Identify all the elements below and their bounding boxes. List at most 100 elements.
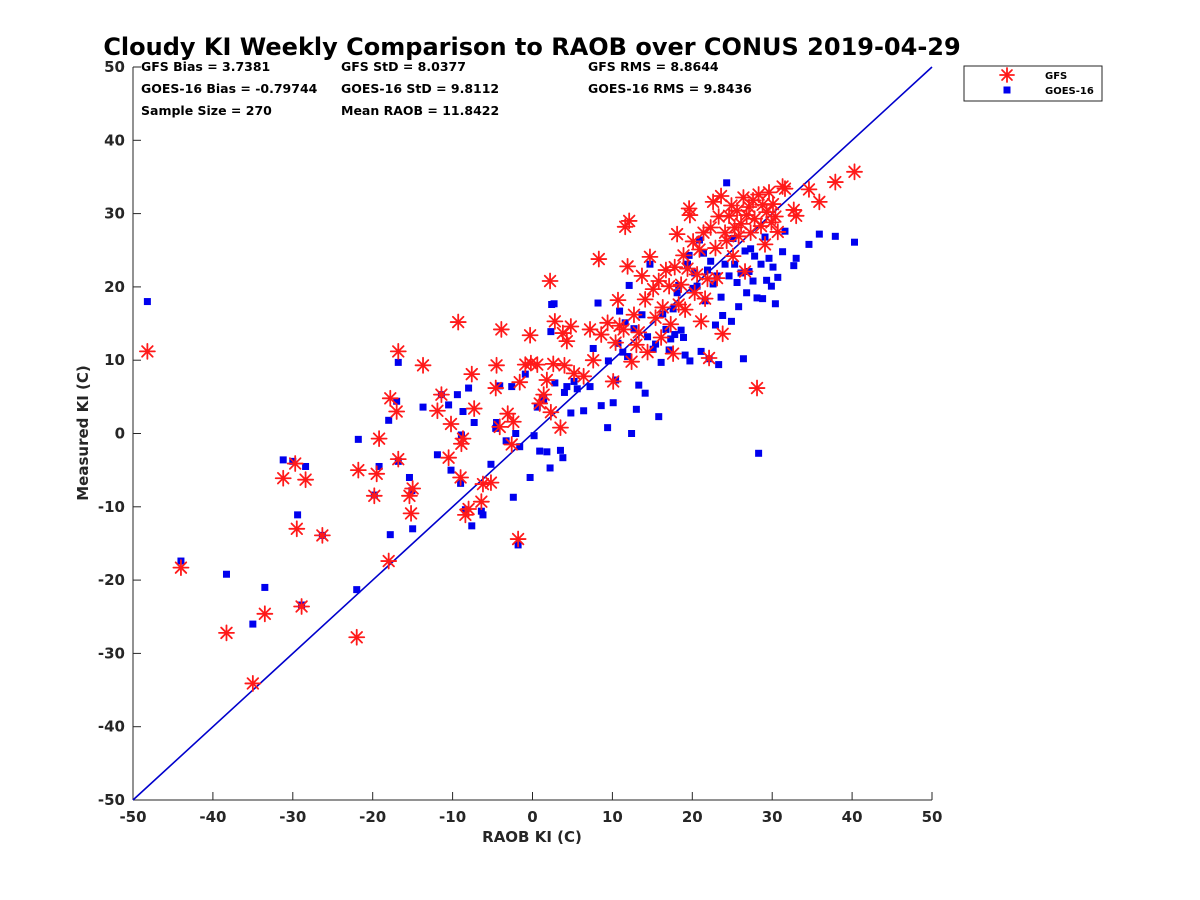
goes16-point — [375, 462, 383, 470]
goes16-point — [468, 522, 476, 530]
goes16-point — [477, 507, 485, 515]
x-tick-label: 0 — [527, 808, 537, 826]
goes16-point — [725, 272, 733, 280]
gfs-point — [639, 343, 656, 361]
stat-gfs-std: GFS StD = 8.0377 — [341, 59, 466, 74]
goes16-point — [641, 389, 649, 397]
goes16-point — [586, 383, 594, 391]
gfs-point — [544, 355, 562, 373]
gfs-point — [647, 309, 664, 327]
goes16-point — [652, 340, 660, 348]
x-tick-label: -50 — [119, 808, 146, 826]
goes16-point — [509, 493, 517, 501]
goes16-point — [715, 361, 723, 369]
gfs-point — [630, 323, 648, 341]
goes16-point — [385, 416, 393, 424]
gfs-point — [604, 373, 622, 390]
gfs-point — [664, 345, 682, 363]
goes16-point — [302, 462, 310, 470]
gfs-point — [846, 163, 863, 181]
goes16-point — [604, 424, 612, 432]
gfs-point — [652, 329, 670, 346]
gfs-point — [691, 241, 708, 258]
gfs-point — [562, 318, 580, 335]
goes16-point — [753, 294, 761, 302]
gfs-point — [736, 263, 754, 280]
goes16-point — [743, 289, 751, 297]
gfs-point — [623, 353, 640, 371]
goes16-point — [393, 397, 401, 405]
y-axis-label: Measured KI (C) — [74, 365, 92, 501]
gfs-point — [552, 419, 569, 437]
goes16-point — [479, 511, 487, 519]
x-tick-label: 30 — [762, 808, 783, 826]
goes16-point — [749, 277, 757, 285]
gfs-point — [684, 233, 702, 250]
goes16-point — [805, 240, 813, 248]
goes16-point — [516, 443, 524, 451]
gfs-point — [138, 343, 156, 360]
goes16-point — [560, 388, 568, 396]
gfs-point — [488, 356, 505, 374]
gfs-point — [546, 312, 564, 330]
goes16-point — [354, 435, 362, 443]
goes16-point — [644, 333, 652, 341]
gfs-point — [370, 430, 388, 448]
gfs-point — [491, 418, 509, 436]
gfs-point — [590, 250, 608, 268]
gfs-point — [460, 500, 477, 518]
gfs-point — [599, 314, 617, 332]
goes16-point — [741, 247, 749, 255]
y-tick-label: -50 — [98, 791, 125, 809]
gfs-point — [404, 480, 422, 497]
gfs-point — [558, 332, 576, 350]
gfs-point — [756, 235, 774, 253]
gfs-point — [440, 449, 458, 467]
goes16-point — [774, 273, 782, 281]
goes16-point — [386, 531, 394, 539]
goes16-point — [677, 326, 685, 334]
gfs-point — [521, 326, 539, 344]
gfs-point — [633, 267, 651, 285]
legend-goes16-label: GOES-16 — [1045, 86, 1094, 97]
gfs-point — [724, 247, 742, 265]
legend-goes16-square — [1003, 86, 1011, 94]
x-axis-label: RAOB KI (C) — [482, 828, 582, 846]
y-tick-label: -40 — [98, 718, 125, 736]
goes16-point — [757, 260, 765, 268]
goes16-point — [697, 347, 705, 355]
goes16-point — [733, 279, 741, 287]
gfs-point — [760, 183, 778, 201]
gfs-point — [288, 520, 306, 538]
goes16-point — [559, 454, 567, 462]
goes16-point — [667, 335, 675, 343]
goes16-point — [353, 586, 361, 594]
legend-gfs-marker — [999, 67, 1015, 83]
goes16-point — [563, 383, 571, 391]
goes16-point — [459, 408, 467, 416]
goes16-point — [604, 357, 612, 365]
gfs-point — [718, 232, 736, 250]
gfs-point — [504, 413, 522, 431]
goes16-point — [755, 449, 763, 457]
gfs-point — [256, 605, 274, 623]
goes16-point — [747, 245, 755, 253]
goes16-point — [751, 252, 759, 260]
goes16-point — [792, 254, 800, 262]
x-tick-group: -50 -40 -30 -20 -10 0 10 20 30 40 50 — [119, 792, 942, 826]
stat-gfs-rms: GFS RMS = 8.8644 — [588, 59, 719, 74]
goes16-point — [621, 319, 629, 327]
gfs-point — [274, 469, 292, 487]
goes16-point — [739, 355, 747, 363]
x-tick-label: 20 — [682, 808, 703, 826]
goes16-point — [731, 260, 739, 268]
goes16-point — [409, 525, 417, 533]
gfs-point — [482, 474, 500, 492]
goes16-point — [616, 307, 624, 315]
goes16-point — [735, 303, 743, 311]
goes16-point — [547, 328, 555, 336]
goes16-point — [543, 448, 551, 456]
gfs-point — [449, 313, 467, 331]
gfs-point — [509, 530, 527, 548]
goes16-point — [487, 460, 495, 468]
